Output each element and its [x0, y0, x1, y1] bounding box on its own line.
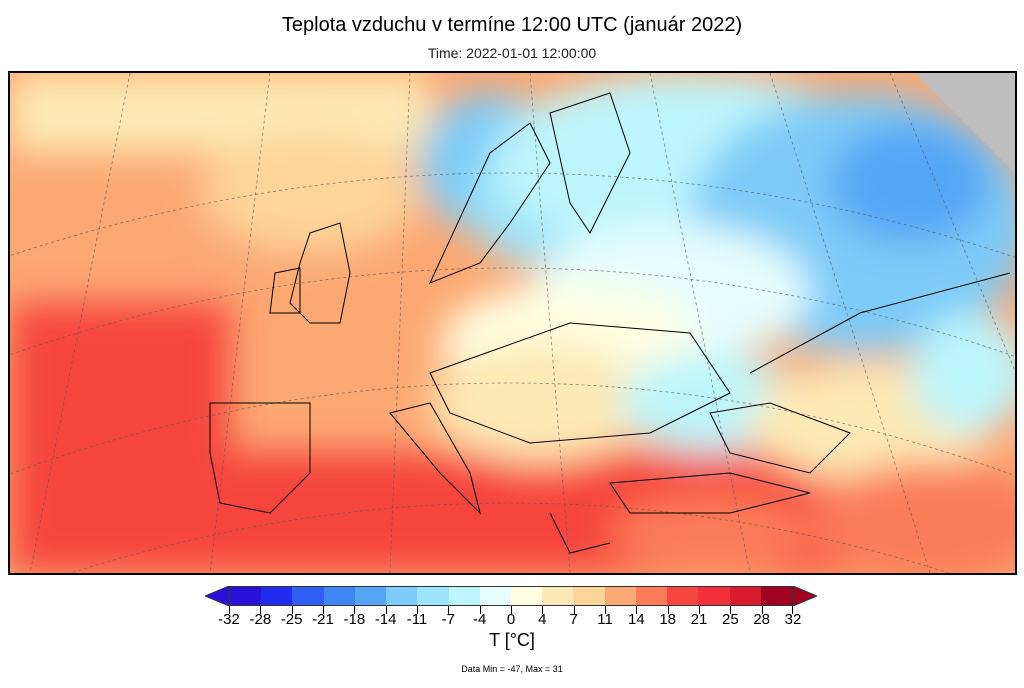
colorbar-tick-label: 18	[659, 611, 676, 628]
colorbar-bin	[230, 587, 262, 605]
colorbar-tick	[730, 606, 732, 614]
colorbar-bin	[417, 587, 449, 605]
colorbar-bin	[667, 587, 699, 605]
data-min-max: Data Min = -47, Max = 31	[461, 664, 563, 674]
colorbar-bin	[635, 587, 668, 605]
colorbar-tick	[229, 606, 230, 614]
colorbar-tick	[417, 606, 418, 614]
colorbar-tick	[323, 606, 324, 614]
colorbar-tick-label: -14	[374, 611, 397, 628]
colorbar-tick	[573, 606, 575, 614]
time-subtitle: Time: 2022-01-01 12:00:00	[427, 45, 597, 61]
colorbar	[229, 586, 793, 606]
colorbar-bin	[573, 587, 605, 605]
colorbar-tick-label: -11	[406, 611, 428, 628]
colorbar-bin	[323, 587, 355, 605]
colorbar-tick-label: -32	[218, 611, 240, 628]
colorbar-tick	[761, 606, 763, 614]
colorbar-tick	[291, 606, 293, 614]
colorbar-tick-label: 21	[690, 611, 708, 628]
colorbar-tick-label: 11	[597, 611, 613, 628]
colorbar-tick	[792, 606, 793, 614]
colorbar-tick	[354, 606, 356, 614]
chart-title: Teplota vzduchu v termíne 12:00 UTC (jan…	[281, 14, 743, 36]
colorbar-unit-label: T [°C]	[489, 630, 535, 650]
colorbar-bin	[479, 587, 511, 605]
colorbar-over-arrow	[793, 586, 817, 606]
colorbar-tick-label: -21	[312, 611, 334, 628]
colorbar-tick-label: -4	[472, 611, 487, 628]
colorbar-tick-label: 14	[627, 611, 645, 628]
colorbar-tick	[511, 606, 512, 614]
colorbar-bin	[510, 587, 543, 605]
colorbar-tick-label: -7	[441, 611, 455, 628]
colorbar-tick	[605, 606, 606, 614]
colorbar-tick	[542, 606, 544, 614]
colorbar-tick-label: -25	[280, 611, 303, 628]
colorbar-bin	[448, 587, 480, 605]
colorbar-bin	[604, 587, 636, 605]
colorbar-tick-label: 32	[784, 611, 802, 628]
colorbar-bin	[292, 587, 324, 605]
colorbar-bin	[354, 587, 387, 605]
colorbar-bin	[542, 587, 574, 605]
colorbar-tick-label: -18	[343, 611, 366, 628]
colorbar-tick-label: 4	[538, 611, 547, 628]
colorbar-bin	[760, 587, 792, 605]
temperature-field	[10, 73, 1015, 573]
colorbar-bin	[698, 587, 730, 605]
temperature-map	[8, 71, 1017, 575]
colorbar-under-arrow	[205, 586, 229, 606]
colorbar-ticks	[229, 606, 793, 614]
colorbar-tick-label: 0	[506, 611, 516, 628]
colorbar-bin	[729, 587, 761, 605]
colorbar-tick-label: 25	[721, 611, 739, 628]
colorbar-tick-label: 28	[753, 611, 770, 628]
colorbar-tick	[667, 606, 669, 614]
colorbar-bin	[386, 587, 418, 605]
colorbar-bin	[261, 587, 293, 605]
colorbar-tick	[636, 606, 638, 614]
colorbar-tick	[479, 606, 481, 614]
colorbar-tick	[699, 606, 700, 614]
colorbar-tick	[260, 606, 262, 614]
colorbar-tick	[385, 606, 387, 614]
colorbar-tick	[448, 606, 450, 614]
colorbar-tick-label: -28	[249, 611, 272, 628]
colorbar-tick-label: 7	[569, 611, 578, 628]
